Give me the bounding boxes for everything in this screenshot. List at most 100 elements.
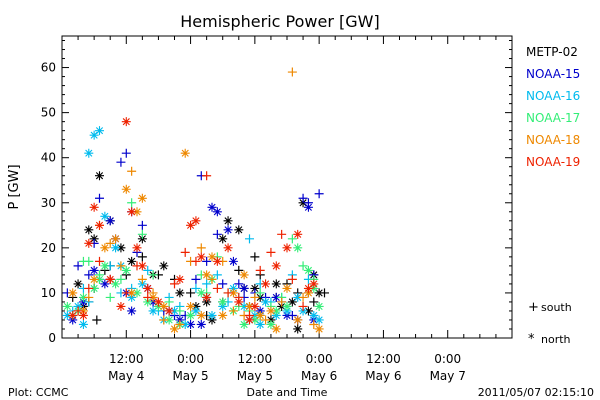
point-noaa-16-north (255, 319, 265, 329)
point-noaa-15-north (89, 265, 99, 275)
north-marker-symbol: * (528, 332, 535, 347)
point-noaa-18-north (137, 193, 147, 203)
point-noaa-19-north (175, 274, 185, 284)
point-noaa-19-north (202, 292, 212, 302)
y-tick-label: 40 (41, 151, 56, 165)
point-metp-02-north (78, 301, 88, 311)
point-noaa-16-north (298, 306, 308, 316)
point-noaa-17-south (137, 229, 147, 239)
point-noaa-17-north (271, 306, 281, 316)
point-noaa-19-south (95, 256, 104, 266)
point-noaa-19-north (271, 261, 281, 271)
point-noaa-19-north (95, 220, 104, 230)
point-noaa-17-north (218, 297, 228, 307)
point-noaa-18-north (127, 288, 137, 298)
x-axis-label: Date and Time (247, 386, 328, 399)
point-noaa-17-north (153, 301, 163, 311)
point-noaa-17-north (309, 283, 319, 293)
point-noaa-19-north (153, 297, 163, 307)
point-noaa-16-north (111, 243, 121, 253)
point-noaa-16-north (271, 310, 281, 320)
point-noaa-16-south (212, 270, 222, 280)
x-tick-time-label: 12:00 (238, 352, 273, 366)
point-noaa-18-north (207, 252, 217, 262)
point-metp-02-north (314, 288, 324, 298)
point-noaa-19-north (196, 252, 206, 262)
point-metp-02-north (255, 292, 265, 302)
point-noaa-17-south (164, 297, 174, 307)
point-noaa-19-south (255, 265, 265, 275)
point-noaa-17-south (148, 270, 158, 280)
point-noaa-17-north (62, 301, 72, 311)
x-tick-time-label: 0:00 (434, 352, 461, 366)
legend-entry-noaa-17: NOAA-17 (526, 111, 580, 125)
point-noaa-17-north (164, 315, 174, 325)
point-noaa-19-north (164, 306, 174, 316)
point-noaa-18-south (261, 315, 271, 325)
point-noaa-18-north (68, 288, 78, 298)
point-noaa-19-north (223, 243, 233, 253)
point-noaa-18-north (245, 301, 254, 311)
point-noaa-17-south (175, 306, 185, 316)
legend: METP-02 NOAA-15 NOAA-16 NOAA-17 NOAA-18 NOAA-… (526, 45, 580, 169)
point-noaa-15-south (116, 157, 126, 167)
x-tick-date-label: May 6 (301, 369, 337, 383)
south-marker-label: south (541, 301, 572, 314)
point-noaa-19-north (282, 243, 292, 253)
point-metp-02-north (293, 324, 303, 334)
point-noaa-15-north (309, 315, 319, 325)
chart-title: Hemispheric Power [GW] (180, 12, 379, 31)
point-noaa-18-south (175, 319, 185, 329)
point-noaa-18-north (239, 270, 249, 280)
point-noaa-18-south (84, 292, 94, 302)
point-metp-02-north (116, 243, 126, 253)
point-noaa-18-south (207, 274, 217, 284)
point-noaa-18-north (271, 324, 281, 334)
y-tick-label: 50 (41, 106, 56, 120)
point-noaa-19-north (309, 279, 319, 289)
point-noaa-15-south (137, 220, 147, 230)
point-noaa-18-north (186, 301, 196, 311)
point-noaa-17-south (84, 256, 94, 266)
point-noaa-19-south (143, 292, 153, 302)
point-noaa-15-north (100, 279, 110, 289)
y-tick-label: 60 (41, 61, 56, 75)
point-metp-02-north (84, 225, 94, 235)
point-noaa-15-south (314, 189, 324, 199)
point-noaa-18-north (100, 243, 110, 253)
point-noaa-18-north (266, 306, 276, 316)
point-noaa-16-north (127, 292, 137, 302)
point-noaa-18-south (105, 238, 115, 248)
point-noaa-18-south (309, 319, 319, 329)
point-noaa-18-north (89, 274, 99, 284)
point-noaa-15-south (234, 279, 244, 289)
point-noaa-17-south (105, 292, 115, 302)
point-noaa-18-south (298, 292, 308, 302)
x-tick-time-label: 0:00 (306, 352, 333, 366)
point-noaa-19-north (132, 243, 142, 253)
point-noaa-15-north (228, 256, 238, 266)
point-noaa-19-north (245, 315, 254, 325)
point-noaa-18-north (121, 184, 131, 194)
point-metp-02-north (266, 315, 276, 325)
point-noaa-16-north (314, 315, 324, 325)
point-noaa-17-north (239, 319, 249, 329)
point-noaa-19-north (105, 274, 115, 284)
south-marker-symbol: + (528, 300, 539, 315)
point-noaa-18-south (127, 166, 137, 176)
point-noaa-19-north (186, 220, 196, 230)
point-noaa-15-north (212, 207, 222, 217)
legend-entry-noaa-19: NOAA-19 (526, 155, 580, 169)
x-tick-date-label: May 7 (430, 369, 466, 383)
point-noaa-16-north (309, 310, 319, 320)
point-noaa-19-south (191, 256, 201, 266)
point-noaa-17-south (287, 234, 297, 244)
point-noaa-19-south (170, 279, 179, 289)
point-noaa-17-north (266, 319, 276, 329)
point-noaa-15-north (78, 297, 88, 307)
point-noaa-17-north (132, 288, 142, 298)
point-noaa-17-south (127, 198, 137, 208)
point-noaa-17-north (186, 310, 196, 320)
point-noaa-19-north (116, 301, 126, 311)
point-noaa-15-north (239, 283, 249, 293)
